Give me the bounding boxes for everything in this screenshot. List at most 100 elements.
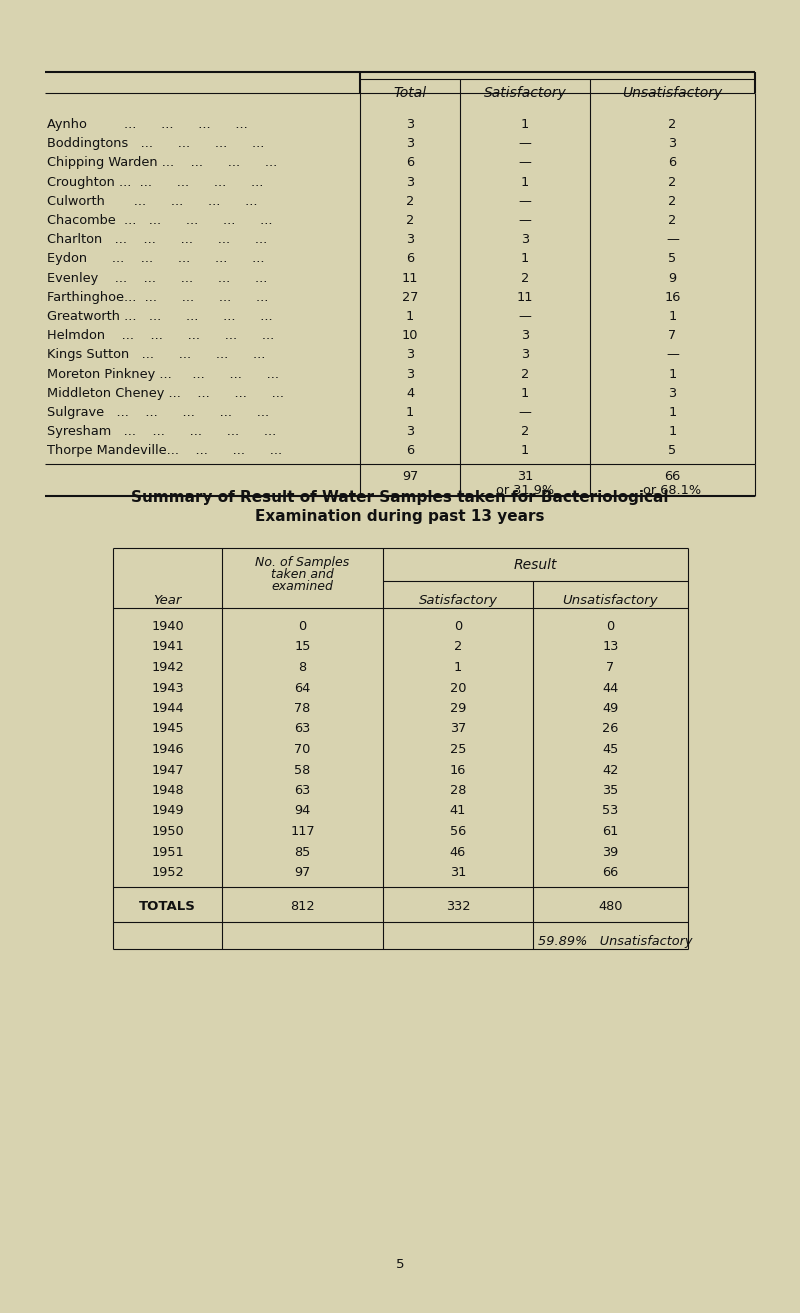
Text: 3: 3 — [521, 348, 529, 361]
Text: 85: 85 — [294, 846, 310, 859]
Text: 1943: 1943 — [151, 681, 184, 695]
Text: Sulgrave   ...    ...      ...      ...      ...: Sulgrave ... ... ... ... ... — [47, 406, 269, 419]
Text: 6: 6 — [406, 252, 414, 265]
Text: 3: 3 — [406, 118, 414, 131]
Text: 1: 1 — [521, 176, 529, 189]
Text: Thorpe Mandeville...    ...      ...      ...: Thorpe Mandeville... ... ... ... — [47, 444, 282, 457]
Text: Chipping Warden ...    ...      ...      ...: Chipping Warden ... ... ... ... — [47, 156, 278, 169]
Text: 9: 9 — [669, 272, 677, 285]
Text: 6: 6 — [406, 156, 414, 169]
Text: 39: 39 — [602, 846, 618, 859]
Text: 1945: 1945 — [151, 722, 184, 735]
Text: Syresham   ...    ...      ...      ...      ...: Syresham ... ... ... ... ... — [47, 425, 276, 439]
Text: Croughton ...  ...      ...      ...      ...: Croughton ... ... ... ... ... — [47, 176, 263, 189]
Text: 5: 5 — [669, 252, 677, 265]
Text: 15: 15 — [294, 641, 310, 654]
Text: 41: 41 — [450, 805, 466, 818]
Text: 66: 66 — [664, 470, 681, 483]
Text: 53: 53 — [602, 805, 618, 818]
Text: 2: 2 — [668, 176, 677, 189]
Text: 5: 5 — [669, 444, 677, 457]
Text: Boddingtons   ...      ...      ...      ...: Boddingtons ... ... ... ... — [47, 137, 264, 150]
Text: Eydon      ...    ...      ...      ...      ...: Eydon ... ... ... ... ... — [47, 252, 265, 265]
Text: 1952: 1952 — [151, 867, 184, 878]
Text: 46: 46 — [450, 846, 466, 859]
Text: 78: 78 — [294, 702, 310, 716]
Text: —: — — [518, 310, 531, 323]
Text: 66: 66 — [602, 867, 618, 878]
Text: 332: 332 — [446, 899, 470, 913]
Text: Year: Year — [154, 593, 182, 607]
Text: 31: 31 — [517, 470, 533, 483]
Text: 11: 11 — [402, 272, 418, 285]
Text: 1: 1 — [521, 118, 529, 131]
Text: 13: 13 — [602, 641, 618, 654]
Text: taken and: taken and — [271, 569, 334, 580]
Text: 3: 3 — [669, 387, 677, 399]
Text: 1941: 1941 — [151, 641, 184, 654]
Text: Summary of Result of Water Samples taken for Bacteriological: Summary of Result of Water Samples taken… — [131, 490, 669, 506]
Text: 117: 117 — [290, 825, 315, 838]
Text: —: — — [518, 156, 531, 169]
Text: 63: 63 — [294, 784, 310, 797]
Text: 61: 61 — [602, 825, 618, 838]
Text: 2: 2 — [668, 118, 677, 131]
Text: 1946: 1946 — [151, 743, 184, 756]
Text: 44: 44 — [602, 681, 618, 695]
Text: 94: 94 — [294, 805, 310, 818]
Text: Examination during past 13 years: Examination during past 13 years — [255, 509, 545, 524]
Text: Unsatisfactory: Unsatisfactory — [562, 593, 658, 607]
Text: 10: 10 — [402, 330, 418, 343]
Text: 16: 16 — [450, 763, 466, 776]
Text: —: — — [518, 214, 531, 227]
Text: 3: 3 — [406, 348, 414, 361]
Text: 1947: 1947 — [151, 763, 184, 776]
Text: 812: 812 — [290, 899, 315, 913]
Text: 26: 26 — [602, 722, 618, 735]
Text: 1: 1 — [668, 406, 677, 419]
Text: 1949: 1949 — [151, 805, 184, 818]
Text: 2: 2 — [406, 194, 414, 207]
Text: Result: Result — [514, 558, 558, 572]
Text: 3: 3 — [406, 176, 414, 189]
Text: 1: 1 — [521, 444, 529, 457]
Text: 3: 3 — [521, 234, 529, 247]
Text: 2: 2 — [406, 214, 414, 227]
Text: 63: 63 — [294, 722, 310, 735]
Text: 1944: 1944 — [151, 702, 184, 716]
Text: 16: 16 — [664, 290, 681, 303]
Text: 64: 64 — [294, 681, 310, 695]
Text: 3: 3 — [406, 368, 414, 381]
Text: 8: 8 — [298, 660, 306, 674]
Text: Culworth       ...      ...      ...      ...: Culworth ... ... ... ... — [47, 194, 258, 207]
Text: 1: 1 — [521, 252, 529, 265]
Text: 27: 27 — [402, 290, 418, 303]
Text: Helmdon    ...    ...      ...      ...      ...: Helmdon ... ... ... ... ... — [47, 330, 274, 343]
Text: 0: 0 — [298, 620, 306, 633]
Text: Kings Sutton   ...      ...      ...      ...: Kings Sutton ... ... ... ... — [47, 348, 266, 361]
Text: 45: 45 — [602, 743, 618, 756]
Text: Satisfactory: Satisfactory — [418, 593, 498, 607]
Text: —: — — [518, 194, 531, 207]
Text: —: — — [518, 406, 531, 419]
Text: or 31.9%: or 31.9% — [496, 483, 554, 496]
Text: 1: 1 — [521, 387, 529, 399]
Text: 1951: 1951 — [151, 846, 184, 859]
Text: 2: 2 — [521, 368, 529, 381]
Text: 70: 70 — [294, 743, 310, 756]
Text: No. of Samples: No. of Samples — [255, 555, 350, 569]
Text: 3: 3 — [521, 330, 529, 343]
Text: 11: 11 — [517, 290, 534, 303]
Text: 25: 25 — [450, 743, 466, 756]
Text: Total: Total — [394, 85, 426, 100]
Text: or 68.1%: or 68.1% — [643, 483, 702, 496]
Text: examined: examined — [271, 580, 334, 593]
Text: 56: 56 — [450, 825, 466, 838]
Text: 2: 2 — [521, 425, 529, 439]
Text: 7: 7 — [669, 330, 677, 343]
Text: 59.89%   Unsatisfactory: 59.89% Unsatisfactory — [538, 935, 693, 948]
Text: Greatworth ...   ...      ...      ...      ...: Greatworth ... ... ... ... ... — [47, 310, 273, 323]
Text: Unsatisfactory: Unsatisfactory — [622, 85, 722, 100]
Text: Evenley    ...    ...      ...      ...      ...: Evenley ... ... ... ... ... — [47, 272, 267, 285]
Text: 1: 1 — [668, 425, 677, 439]
